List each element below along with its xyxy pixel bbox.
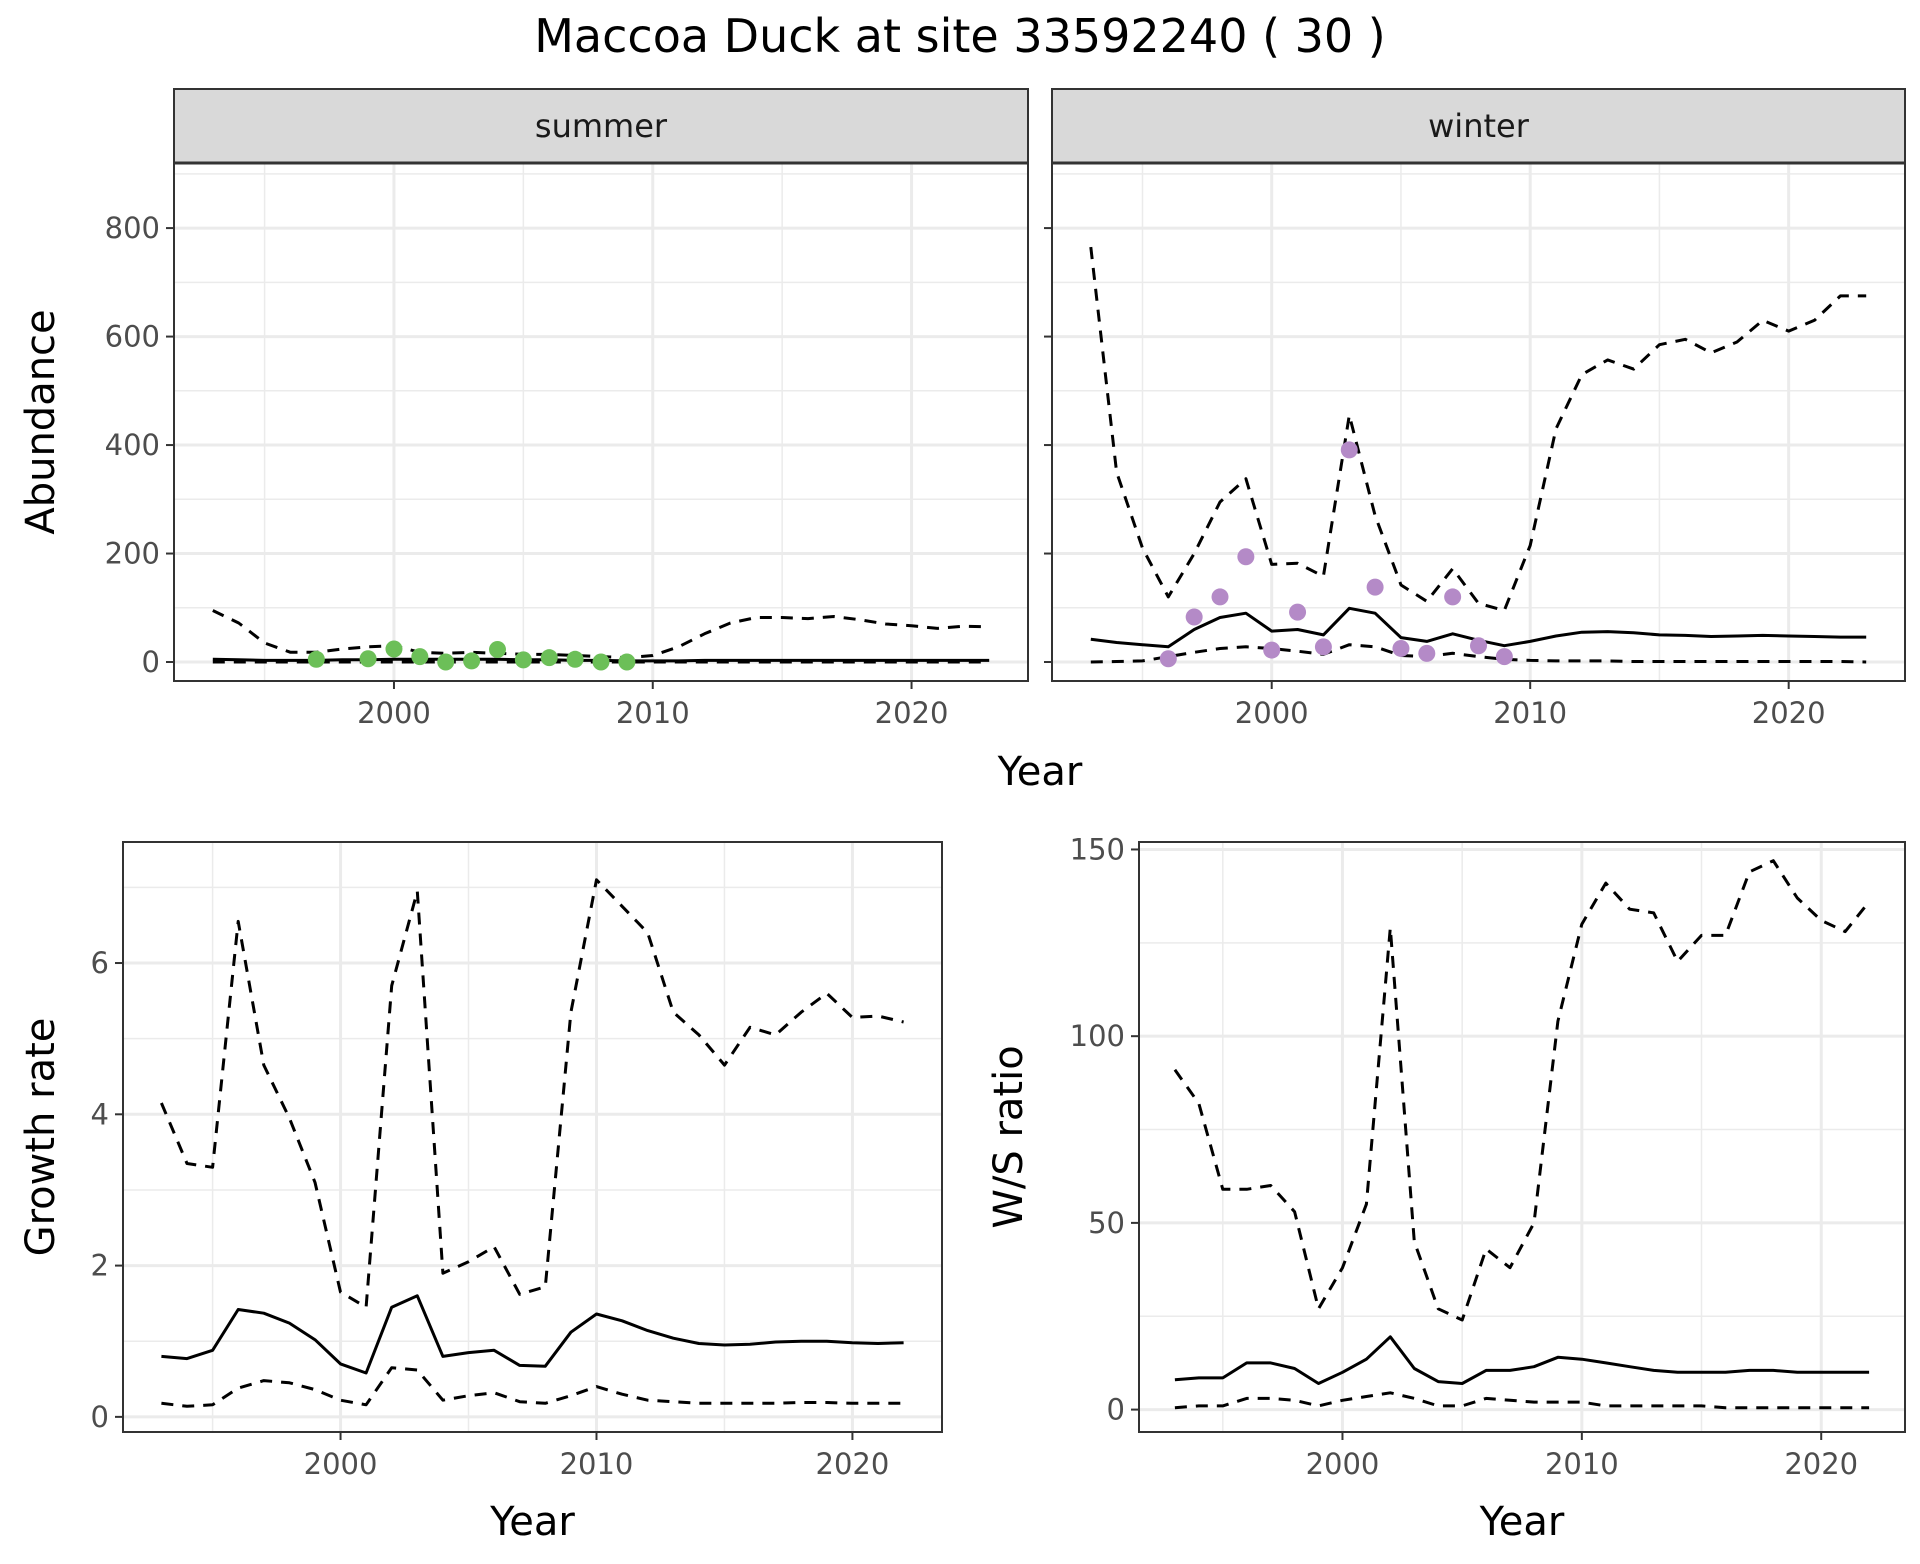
y-tick-label: 800 xyxy=(105,211,160,245)
x-tick-label: 2000 xyxy=(357,696,431,730)
observed-point xyxy=(437,653,455,671)
observed-point xyxy=(463,652,481,670)
y-tick-label: 100 xyxy=(1070,1019,1125,1053)
observed-point xyxy=(1340,441,1358,459)
facet-strip xyxy=(1051,88,1906,164)
y-tick-label: 6 xyxy=(91,946,109,980)
abundance-winter-panel xyxy=(1044,88,1906,689)
series-line-lower xyxy=(161,1366,904,1408)
growth-rate-panel xyxy=(115,841,943,1440)
facet-strip-label: winter xyxy=(1428,107,1530,145)
observed-point xyxy=(514,651,532,669)
y-tick-label: 0 xyxy=(142,645,160,679)
observed-point xyxy=(618,653,636,671)
y-axis-title: Growth rate xyxy=(18,1018,64,1257)
observed-point xyxy=(385,640,403,658)
observed-point xyxy=(1495,648,1513,666)
y-tick-label: 50 xyxy=(1088,1206,1125,1240)
observed-point xyxy=(592,653,610,671)
panel-border xyxy=(122,841,943,1433)
observed-point xyxy=(1418,644,1436,662)
x-tick-label: 2010 xyxy=(560,1447,634,1481)
y-tick-label: 400 xyxy=(105,428,160,462)
panel-border xyxy=(1138,841,1906,1433)
y-tick-label: 150 xyxy=(1070,832,1125,866)
facet-strip-label: summer xyxy=(535,107,668,145)
x-axis-title: Year xyxy=(489,1499,575,1545)
series-line-upper xyxy=(1089,246,1867,612)
y-axis-title: Abundance xyxy=(18,309,64,534)
y-tick-label: 0 xyxy=(1107,1393,1125,1427)
x-tick-label: 2000 xyxy=(1306,1447,1380,1481)
x-tick-label: 2010 xyxy=(1493,696,1567,730)
ws-ratio-panel xyxy=(1131,841,1906,1440)
x-tick-label: 2010 xyxy=(1545,1447,1619,1481)
x-tick-label: 2000 xyxy=(304,1447,378,1481)
observed-point xyxy=(1470,637,1487,655)
observed-point xyxy=(1211,588,1229,606)
panel-border xyxy=(173,162,1029,682)
x-tick-label: 2020 xyxy=(1752,696,1826,730)
x-tick-label: 2020 xyxy=(1784,1447,1858,1481)
observed-point xyxy=(488,641,506,659)
x-tick-label: 2000 xyxy=(1235,696,1309,730)
abundance-summer-panel xyxy=(166,88,1029,689)
y-tick-label: 600 xyxy=(105,320,160,354)
observed-point xyxy=(540,649,558,667)
observed-point xyxy=(307,650,325,668)
observed-point xyxy=(1237,548,1255,566)
series-line-upper xyxy=(160,878,904,1309)
y-tick-label: 0 xyxy=(91,1400,109,1434)
observed-point xyxy=(411,648,429,666)
series-line-upper xyxy=(212,609,990,660)
y-axis-title: W/S ratio xyxy=(986,1045,1032,1228)
observed-point xyxy=(1314,638,1332,656)
y-tick-label: 2 xyxy=(91,1249,109,1283)
x-axis-title: Year xyxy=(1479,1499,1565,1545)
panel-border xyxy=(1051,162,1906,682)
observed-point xyxy=(1159,650,1177,668)
series-line-mean xyxy=(161,1294,904,1375)
chart-title: Maccoa Duck at site 33592240 ( 30 ) xyxy=(534,9,1386,63)
observed-point xyxy=(1392,639,1410,657)
observed-point xyxy=(1366,578,1384,596)
observed-point xyxy=(1185,608,1203,626)
x-tick-label: 2020 xyxy=(875,696,949,730)
series-line-mean xyxy=(1174,1335,1870,1385)
observed-point xyxy=(359,650,377,668)
observed-point xyxy=(1289,603,1307,621)
y-tick-label: 200 xyxy=(105,537,160,571)
x-axis-title: Year xyxy=(997,749,1083,795)
y-tick-label: 4 xyxy=(91,1097,109,1131)
observed-point xyxy=(566,650,584,668)
observed-point xyxy=(1444,588,1462,606)
observed-point xyxy=(1263,641,1281,659)
x-tick-label: 2020 xyxy=(816,1447,890,1481)
series-line-lower xyxy=(1174,1391,1870,1410)
x-tick-label: 2010 xyxy=(616,696,690,730)
series-line-lower xyxy=(1090,643,1867,664)
series-line-upper xyxy=(1173,859,1871,1322)
